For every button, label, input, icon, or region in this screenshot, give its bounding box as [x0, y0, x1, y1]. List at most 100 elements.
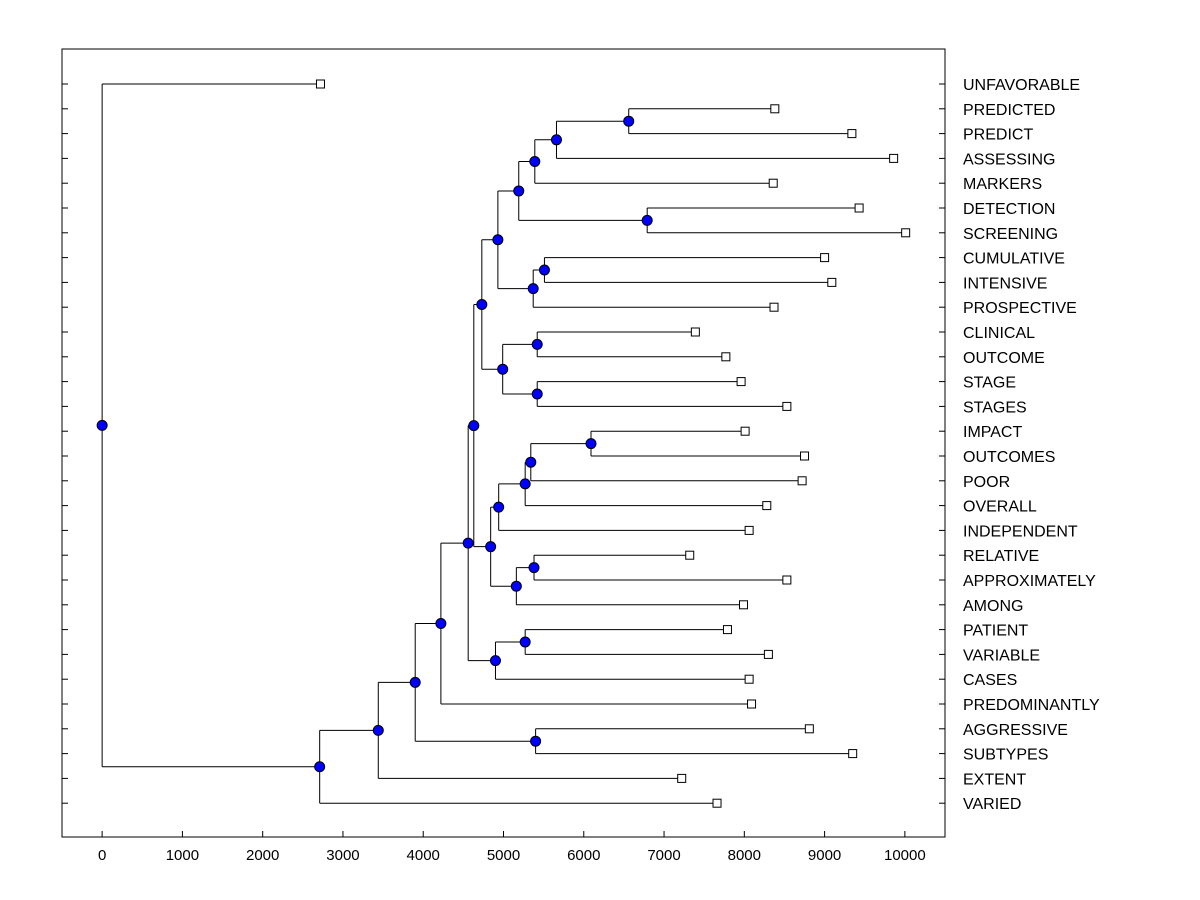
leaf-marker: [685, 550, 695, 560]
cluster-node: [468, 420, 480, 432]
cluster-node: [525, 456, 537, 468]
leaf-marker: [769, 302, 779, 312]
leaf-marker: [744, 674, 754, 684]
x-tick-labels: 0 1000 2000 3000 4000 5000 6000 7000 8000 9000 100…: [98, 847, 926, 864]
leaf-marker: [827, 277, 837, 287]
leaf-marker: [804, 724, 814, 734]
leaf-label: INDEPENDENT: [963, 523, 1078, 540]
x-tick-label: 2000: [246, 847, 279, 864]
leaf-marker: [763, 649, 773, 659]
cluster-node: [623, 115, 635, 127]
leaf-marker: [690, 327, 700, 337]
leaf-marker: [889, 153, 899, 163]
node-markers: [96, 115, 653, 773]
leaf-label: CASES: [963, 672, 1017, 689]
leaf-marker: [782, 575, 792, 585]
plot-frame: [61, 48, 946, 838]
leaf-marker: [848, 749, 858, 759]
leaf-label: IMPACT: [963, 424, 1022, 441]
leaf-label: SCREENING: [963, 226, 1058, 243]
leaf-label: VARIABLE: [963, 647, 1040, 664]
cluster-node: [485, 541, 497, 553]
cluster-node: [314, 761, 326, 773]
cluster-node: [435, 618, 447, 630]
leaf-label: EXTENT: [963, 771, 1026, 788]
leaf-marker: [722, 625, 732, 635]
leaf-marker: [770, 104, 780, 114]
cluster-node: [538, 264, 550, 276]
leaf-label: PATIENT: [963, 623, 1028, 640]
leaf-label: PREDICTED: [963, 102, 1055, 119]
leaf-label: STAGES: [963, 399, 1027, 416]
axis-ticks: [62, 83, 945, 837]
leaf-label: SUBTYPES: [963, 747, 1048, 764]
leaf-marker: [797, 476, 807, 486]
leaf-label: AGGRESSIVE: [963, 722, 1068, 739]
leaf-marker: [712, 798, 722, 808]
cluster-node: [96, 419, 108, 431]
cluster-node: [510, 580, 522, 592]
leaf-label: AMONG: [963, 598, 1023, 615]
leaf-marker: [677, 773, 687, 783]
leaf-label: PREDOMINANTLY: [963, 697, 1100, 714]
cluster-node: [585, 438, 597, 450]
leaf-label: OVERALL: [963, 499, 1037, 516]
leaf-label: CLINICAL: [963, 325, 1035, 342]
cluster-node: [519, 636, 531, 648]
x-tick-label: 6000: [567, 847, 600, 864]
cluster-node: [531, 388, 543, 400]
leaf-label: VARIED: [963, 796, 1021, 813]
leaf-marker: [736, 377, 746, 387]
x-tick-label: 5000: [487, 847, 520, 864]
leaf-label: OUTCOMES: [963, 449, 1055, 466]
leaf-marker: [739, 600, 749, 610]
cluster-node: [550, 134, 562, 146]
cluster-node: [530, 735, 542, 747]
leaf-marker: [847, 129, 857, 139]
leaf-marker: [740, 426, 750, 436]
cluster-node: [409, 676, 421, 688]
cluster-node: [641, 214, 653, 226]
leaf-marker: [315, 79, 325, 89]
leaf-label: OUTCOME: [963, 350, 1045, 367]
leaf-label: POOR: [963, 474, 1010, 491]
x-tick-label: 3000: [326, 847, 359, 864]
leaf-marker: [901, 228, 911, 238]
leaf-markers: [315, 79, 911, 808]
leaf-marker: [854, 203, 864, 213]
x-tick-label: 7000: [647, 847, 680, 864]
leaf-marker: [721, 352, 731, 362]
leaf-labels: UNFAVORABLE PREDICTED PREDICT ASSESSING MARK…: [963, 77, 1100, 813]
cluster-node: [476, 298, 488, 310]
cluster-node: [528, 562, 540, 574]
x-tick-label: 0: [98, 847, 106, 864]
leaf-label: PREDICT: [963, 127, 1033, 144]
leaf-marker: [768, 178, 778, 188]
leaf-marker: [820, 253, 830, 263]
leaf-label: CUMULATIVE: [963, 251, 1065, 268]
cluster-node: [489, 655, 501, 667]
cluster-node: [372, 724, 384, 736]
cluster-node: [527, 283, 539, 295]
cluster-node: [531, 338, 543, 350]
cluster-node: [462, 537, 474, 549]
leaf-label: ASSESSING: [963, 151, 1055, 168]
cluster-node: [493, 501, 505, 513]
cluster-node: [492, 234, 504, 246]
leaf-label: DETECTION: [963, 201, 1055, 218]
leaf-label: UNFAVORABLE: [963, 77, 1080, 94]
cluster-node: [513, 185, 525, 197]
leaf-label: MARKERS: [963, 176, 1042, 193]
leaf-label: INTENSIVE: [963, 275, 1047, 292]
x-tick-label: 8000: [728, 847, 761, 864]
leaf-marker: [800, 451, 810, 461]
leaf-marker: [782, 401, 792, 411]
leaf-label: RELATIVE: [963, 548, 1039, 565]
leaf-label: STAGE: [963, 375, 1016, 392]
x-tick-label: 9000: [808, 847, 841, 864]
x-tick-label: 4000: [407, 847, 440, 864]
leaf-marker: [762, 501, 772, 511]
cluster-node: [497, 363, 509, 375]
x-tick-label: 1000: [166, 847, 199, 864]
